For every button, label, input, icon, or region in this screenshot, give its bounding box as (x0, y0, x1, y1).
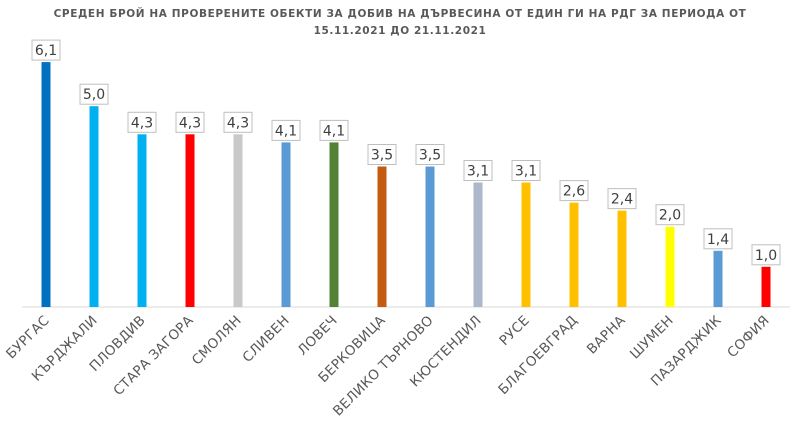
data-label-box-2 (79, 83, 109, 105)
data-label-12: 2,6 (563, 184, 585, 200)
data-label-14: 2,0 (659, 208, 681, 224)
bar-12 (569, 202, 579, 307)
data-label-box-16 (751, 244, 781, 266)
category-label-11: РУСЕ (496, 313, 532, 349)
data-label-box-5 (223, 111, 253, 133)
data-label-16: 1,0 (755, 248, 777, 264)
data-label-4: 4,3 (179, 115, 201, 131)
category-label-4: СТАРА ЗАГОРА (110, 312, 197, 399)
data-label-box-1 (31, 39, 61, 61)
bar-14 (665, 226, 675, 307)
data-label-9: 3,5 (419, 148, 441, 164)
bar-13 (617, 210, 627, 307)
bar-5 (233, 134, 243, 307)
category-label-14: ШУМЕН (627, 313, 677, 363)
data-label-11: 3,1 (515, 164, 537, 180)
category-label-6: СЛИВЕН (239, 313, 292, 366)
category-label-16: СОФИЯ (724, 313, 773, 362)
data-label-2: 5,0 (83, 87, 105, 103)
bar-15 (713, 250, 723, 307)
data-label-13: 2,4 (611, 192, 633, 208)
data-label-box-11 (511, 160, 541, 181)
bar-10 (473, 182, 483, 307)
data-label-box-12 (559, 180, 589, 202)
data-label-1: 6,1 (35, 43, 57, 59)
bar-6 (281, 142, 291, 307)
category-label-13: ВАРНА (584, 312, 629, 357)
category-label-5: СМОЛЯН (189, 313, 245, 369)
bar-2 (89, 106, 99, 307)
bar-1 (41, 62, 51, 307)
data-label-box-8 (367, 144, 397, 165)
data-label-box-9 (415, 144, 445, 165)
chart-title: СРЕДЕН БРОЙ НА ПРОВЕРЕНИТЕ ОБЕКТИ ЗА ДОБ… (53, 8, 747, 37)
data-label-box-15 (703, 228, 733, 250)
bar-11 (521, 182, 531, 307)
bar-7 (329, 142, 339, 307)
data-label-box-10 (463, 160, 493, 181)
data-label-6: 4,1 (275, 123, 297, 139)
bar-3 (137, 134, 147, 307)
data-label-box-13 (607, 188, 637, 210)
data-label-3: 4,3 (131, 115, 153, 131)
data-label-15: 1,4 (707, 232, 729, 248)
category-label-7: ЛОВЕЧ (295, 313, 341, 359)
bar-8 (377, 166, 387, 307)
data-label-7: 4,1 (323, 123, 345, 139)
data-label-box-3 (127, 111, 157, 133)
data-label-box-4 (175, 111, 205, 133)
bar-9 (425, 166, 435, 307)
bar-16 (761, 266, 771, 307)
data-label-box-6 (271, 119, 301, 141)
data-label-5: 4,3 (227, 115, 249, 131)
category-label-1: БУРГАС (3, 313, 53, 363)
bar-4 (185, 134, 195, 307)
data-label-8: 3,5 (371, 148, 393, 164)
data-label-box-7 (319, 119, 349, 141)
data-label-10: 3,1 (467, 164, 489, 180)
data-label-box-14 (655, 204, 685, 226)
